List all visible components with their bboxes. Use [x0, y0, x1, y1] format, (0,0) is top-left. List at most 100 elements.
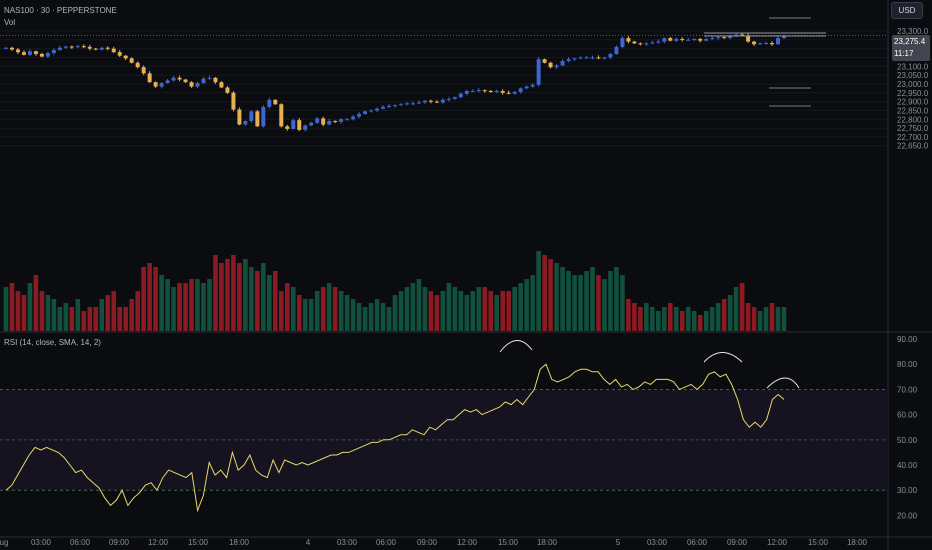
volume-bar	[721, 299, 727, 331]
candle-body	[69, 46, 74, 48]
candle-body	[590, 57, 595, 59]
volume-bar	[691, 311, 697, 331]
volume-bar	[147, 263, 152, 331]
candle-body	[333, 121, 338, 123]
candle-body	[261, 106, 266, 127]
candle-body	[393, 105, 397, 107]
annotation-arc	[499, 340, 533, 353]
time-tick-label: 15:00	[498, 538, 519, 547]
candle-body	[75, 46, 80, 48]
volume-bar	[75, 299, 81, 331]
candle-body	[584, 57, 589, 59]
time-tick-label: 18:00	[537, 538, 558, 547]
candle-body	[548, 62, 553, 68]
candle-body	[141, 67, 146, 74]
last-price-tag: 23,275.4 11:17	[892, 35, 930, 61]
volume-bar	[123, 307, 128, 331]
volume-bar	[751, 307, 757, 331]
candle-body	[345, 119, 350, 121]
price-tick-label: 23,100.0	[897, 62, 929, 71]
volume-bar	[673, 307, 679, 331]
volume-bar	[117, 307, 123, 331]
candle-body	[189, 82, 194, 87]
volume-bar	[296, 295, 302, 331]
candle-body	[536, 59, 541, 85]
candle-body	[117, 52, 122, 56]
volume-bar	[344, 295, 350, 331]
candle-body	[764, 43, 769, 45]
volume-bar	[350, 299, 356, 331]
volume-bar	[650, 307, 655, 331]
symbol-title: NAS100 · 30 · PEPPERSTONE	[4, 6, 117, 15]
candle-body	[171, 77, 176, 81]
candle-body	[554, 65, 559, 68]
volume-bar	[590, 267, 595, 331]
volume-bar	[93, 307, 99, 331]
volume-bar	[284, 283, 290, 331]
time-tick-label: 15:00	[808, 538, 829, 547]
price-tick-label: 22,850.0	[897, 106, 929, 115]
candle-body	[686, 39, 691, 41]
candle-body	[656, 41, 661, 43]
candle-body	[27, 51, 32, 55]
volume-bar	[470, 291, 476, 331]
candle-body	[488, 91, 493, 93]
price-tick-label: 22,700.0	[897, 133, 929, 142]
candle-body	[93, 48, 98, 50]
candle-body	[416, 102, 421, 104]
price-tick-label: 22,950.0	[897, 89, 929, 98]
candle-body	[464, 91, 469, 94]
currency-button[interactable]: USD	[891, 2, 923, 19]
price-tick-label: 23,000.0	[897, 80, 929, 89]
volume-bar	[320, 287, 326, 331]
volume-bar	[440, 291, 446, 331]
volume-bar	[15, 291, 21, 331]
candle-body	[243, 121, 248, 125]
volume-bar	[739, 283, 745, 331]
volume-bar	[506, 291, 512, 331]
candle-body	[213, 77, 218, 83]
volume-bar	[488, 291, 494, 331]
volume-bar	[536, 251, 541, 331]
volume-bar	[404, 287, 410, 331]
candle-body	[21, 52, 26, 55]
candle-body	[680, 38, 685, 40]
rsi-line	[5, 363, 785, 513]
volume-bar	[416, 279, 422, 331]
candle-body	[357, 113, 362, 117]
volume-bar	[99, 299, 105, 331]
candle-body	[315, 118, 320, 123]
volume-bar	[542, 255, 547, 331]
candle-body	[668, 38, 673, 41]
candle-body	[369, 110, 374, 112]
candle-body	[704, 38, 709, 41]
candle-body	[752, 41, 757, 45]
volume-bar	[626, 299, 631, 331]
volume-bar	[183, 283, 188, 331]
candle-body	[387, 106, 392, 108]
volume-bar	[314, 291, 320, 331]
time-tick-label: 06:00	[70, 538, 91, 547]
time-tick-label: 09:00	[417, 538, 438, 547]
volume-bar	[709, 307, 715, 331]
volume-bar	[638, 307, 643, 331]
candle-body	[63, 46, 68, 48]
volume-bar	[189, 279, 194, 331]
price-tick-label: 22,750.0	[897, 124, 929, 133]
time-tick-label: 09:00	[727, 538, 748, 547]
candle-body	[644, 43, 649, 45]
volume-bar	[524, 279, 529, 331]
volume-bar	[530, 275, 535, 331]
candle-body	[782, 35, 786, 39]
volume-bar	[596, 275, 601, 331]
volume-bar	[512, 287, 517, 331]
time-tick-label: 15:00	[188, 538, 209, 547]
volume-bar	[548, 259, 553, 331]
price-tick-label: 22,800.0	[897, 115, 929, 124]
time-tick-label: 5	[616, 538, 621, 547]
volume-bar	[261, 263, 266, 331]
volume-bar	[500, 291, 506, 331]
candle-body	[39, 53, 44, 57]
candle-body	[578, 57, 583, 59]
